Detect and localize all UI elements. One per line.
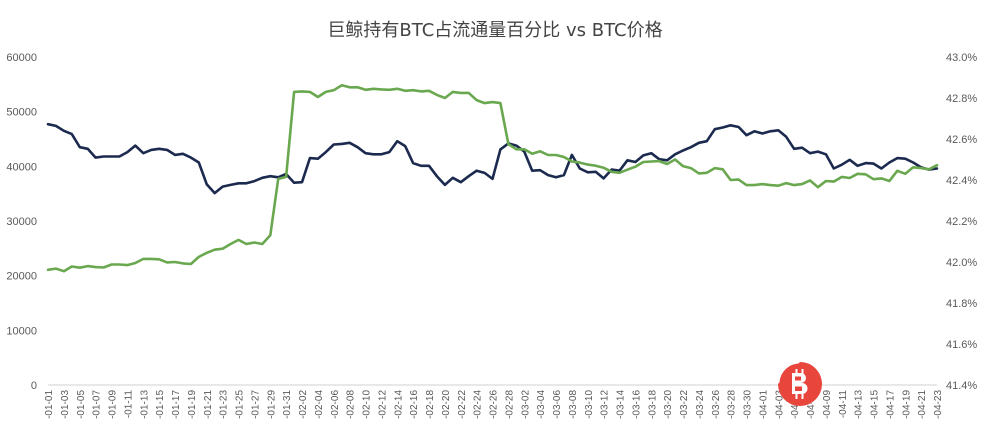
x-tick-label: -02-10 (362, 390, 373, 419)
x-tick-label: -01-05 (76, 390, 87, 419)
bitcoin-glyph-stroke (801, 369, 804, 374)
y-right-tick-label: 42.6% (946, 134, 977, 146)
btc-price-line (46, 122, 939, 195)
y-right-tick-label: 43.0% (946, 52, 977, 64)
y-left-tick-label: 50000 (6, 107, 37, 119)
y-left-tick-label: 30000 (6, 216, 37, 228)
y-left-tick-label: 40000 (6, 161, 37, 173)
x-tick-label: -02-06 (330, 390, 341, 419)
x-tick-label: -02-12 (377, 390, 388, 419)
x-tick-label: -04-11 (838, 390, 849, 419)
y-left-tick-label: 20000 (6, 271, 37, 283)
x-tick-label: -03-24 (695, 390, 706, 419)
x-tick-label: -02-28 (504, 390, 515, 419)
x-tick-label: -01-07 (92, 390, 103, 419)
x-tick-label: -02-08 (346, 390, 357, 419)
x-tick-label: -01-31 (282, 390, 293, 419)
x-tick-label: -03-14 (616, 390, 627, 419)
x-axis: -01-01 -01-03 -01-05 -01-07 -01-09 -01-11 -01-… (44, 384, 944, 419)
y-left-tick-label: 60000 (6, 52, 37, 64)
x-tick-label: -02-14 (393, 390, 404, 419)
y-left-tick-label: 0 (31, 380, 37, 392)
x-tick-label: -01-09 (108, 390, 119, 419)
bitcoin-glyph-stroke (795, 394, 798, 399)
x-tick-label: -04-07 (806, 390, 817, 419)
x-tick-label: -01-23 (219, 390, 230, 419)
x-tick-label: -02-16 (409, 390, 420, 419)
x-tick-label: -02-18 (425, 390, 436, 419)
x-tick-label: -03-26 (711, 390, 722, 419)
x-tick-label: -03-06 (552, 390, 563, 419)
x-tick-label: -01-01 (44, 390, 55, 419)
y-right-tick-label: 41.6% (946, 339, 977, 351)
y-axis-right: 41.4% 41.6% 41.8% 42.0% 42.2% 42.4% 42.6% 42.8%… (946, 52, 977, 392)
y-right-tick-label: 42.2% (946, 216, 977, 228)
bitcoin-glyph-hole (795, 386, 802, 391)
x-tick-label: -01-17 (171, 390, 182, 419)
x-tick-label: -01-15 (155, 390, 166, 419)
y-right-tick-label: 41.4% (946, 380, 977, 392)
bitcoin-glyph-stroke (795, 369, 798, 374)
x-tick-label: -01-03 (60, 390, 71, 419)
x-tick-label: -02-26 (489, 390, 500, 419)
x-tick-label: -04-13 (854, 390, 865, 419)
x-tick-label: -03-04 (536, 390, 547, 419)
x-tick-label: -04-19 (901, 390, 912, 419)
x-tick-label: -03-02 (520, 390, 531, 419)
x-tick-label: -03-30 (743, 390, 754, 419)
bitcoin-logo-icon (776, 360, 822, 406)
x-tick-label: -04-01 (758, 390, 769, 419)
x-tick-label: -04-09 (822, 390, 833, 419)
x-tick-label: -03-20 (663, 390, 674, 419)
x-tick-label: -02-24 (473, 390, 484, 419)
x-tick-label: -01-29 (266, 390, 277, 419)
x-tick-label: -03-08 (568, 390, 579, 419)
y-right-tick-label: 41.8% (946, 298, 977, 310)
x-tick-label: -03-10 (584, 390, 595, 419)
x-tick-label: -04-23 (933, 390, 944, 419)
bitcoin-badge-arc (776, 360, 800, 384)
x-tick-label: -02-22 (457, 390, 468, 419)
whale-holding-percent-line (46, 84, 939, 273)
x-tick-label: -02-04 (314, 390, 325, 419)
x-tick-label: -01-25 (235, 390, 246, 419)
y-left-tick-label: 10000 (6, 325, 37, 337)
x-tick-label: -04-21 (917, 390, 928, 419)
x-tick-label: -01-27 (250, 390, 261, 419)
y-right-tick-label: 42.4% (946, 175, 977, 187)
y-right-tick-label: 42.8% (946, 93, 977, 105)
x-tick-label: -04-15 (870, 390, 881, 419)
y-axis-left: 0 10000 20000 30000 40000 50000 60000 (6, 52, 37, 392)
y-right-tick-label: 42.0% (946, 257, 977, 269)
series-layer (46, 84, 939, 273)
x-tick-label: -04-17 (885, 390, 896, 419)
x-tick-label: -03-12 (600, 390, 611, 419)
x-tick-label: -01-13 (139, 390, 150, 419)
x-tick-label: -01-19 (187, 390, 198, 419)
x-tick-label: -01-11 (123, 390, 134, 419)
x-tick-label: -02-20 (441, 390, 452, 419)
x-tick-label: -03-16 (631, 390, 642, 419)
x-tick-label: -02-02 (298, 390, 309, 419)
x-tick-label: -03-18 (647, 390, 658, 419)
chart-title: 巨鲸持有BTC占流通量百分比 vs BTC价格 (327, 20, 663, 41)
bitcoin-glyph-stroke (801, 394, 804, 399)
x-tick-label: -01-21 (203, 390, 214, 419)
x-tick-label: -04-03 (774, 390, 785, 419)
x-tick-label: -03-22 (679, 390, 690, 419)
bitcoin-glyph-hole (795, 376, 801, 381)
x-tick-label: -03-28 (727, 390, 738, 419)
